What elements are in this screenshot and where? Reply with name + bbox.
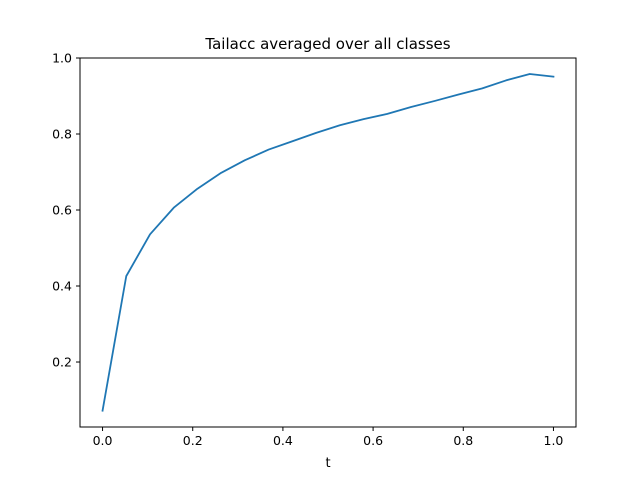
data-point [315, 132, 317, 134]
y-tick-label: 1.0 [52, 51, 72, 66]
data-point [505, 80, 507, 82]
data-point [292, 140, 294, 142]
data-point [220, 172, 222, 174]
x-tick-label: 0.2 [183, 433, 203, 448]
data-point [458, 94, 460, 96]
data-point [410, 106, 412, 108]
data-point [553, 76, 555, 78]
x-axis-ticks: 0.0 0.2 0.4 0.6 0.8 1.0 [93, 427, 564, 448]
data-point [102, 410, 104, 412]
y-tick-label: 0.6 [52, 203, 72, 218]
data-point [173, 207, 175, 209]
x-axis-label: t [325, 456, 330, 471]
chart-title: Tailacc averaged over all classes [204, 35, 450, 53]
data-point [481, 88, 483, 90]
y-tick-label: 0.8 [52, 127, 72, 142]
y-tick-label: 0.4 [52, 279, 72, 294]
data-point [434, 100, 436, 102]
y-axis-ticks: 0.2 0.4 0.6 0.8 1.0 [52, 51, 80, 370]
data-point [244, 159, 246, 161]
data-point [363, 118, 365, 120]
data-point [386, 113, 388, 115]
x-tick-label: 1.0 [544, 433, 564, 448]
x-tick-label: 0.6 [363, 433, 383, 448]
data-point [197, 188, 199, 190]
axes-frame [79, 57, 577, 428]
x-tick-label: 0.0 [93, 433, 113, 448]
data-point [339, 124, 341, 126]
y-tick-label: 0.2 [52, 355, 72, 370]
data-point [125, 275, 127, 277]
data-point [149, 233, 151, 235]
series-layer [101, 73, 555, 412]
series-line [101, 73, 555, 412]
data-point [529, 73, 531, 75]
x-tick-label: 0.4 [273, 433, 293, 448]
data-point [268, 149, 270, 151]
x-tick-label: 0.8 [453, 433, 473, 448]
